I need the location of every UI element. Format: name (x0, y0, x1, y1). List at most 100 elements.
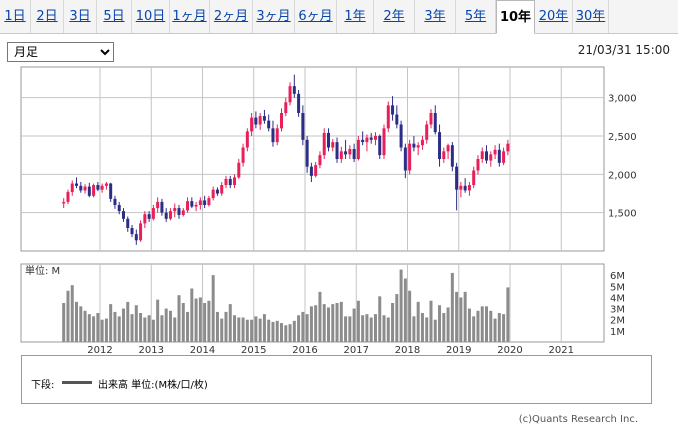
candle-body (164, 212, 168, 219)
volume-bar (151, 319, 155, 342)
volume-bar (62, 303, 66, 342)
volume-bar (442, 313, 446, 342)
tab-13[interactable]: 10年 (496, 0, 535, 34)
volume-bar (87, 314, 91, 342)
candle-body (429, 113, 433, 125)
tab-1[interactable]: 2日 (31, 0, 64, 33)
volume-bar (373, 314, 377, 342)
x-axis-year-label: 2018 (395, 345, 420, 355)
volume-bar (100, 319, 104, 342)
tab-6[interactable]: 2ヶ月 (210, 0, 253, 33)
volume-bar (109, 304, 113, 342)
tab-0[interactable]: 1日 (0, 0, 31, 33)
candle-body (211, 189, 215, 199)
candle-body (156, 201, 160, 209)
volume-bar (485, 306, 489, 342)
candle-body (386, 105, 390, 129)
tab-14[interactable]: 20年 (535, 0, 573, 33)
tab-7[interactable]: 3ヶ月 (253, 0, 295, 33)
price-y-tick-label: 2,000 (608, 170, 637, 181)
volume-bar (66, 290, 70, 342)
candle-body (373, 136, 377, 140)
candle-body (126, 218, 130, 228)
volume-bar (416, 301, 420, 342)
volume-bar (489, 310, 493, 342)
x-axis-year-label: 2013 (139, 345, 164, 355)
candle-body (147, 214, 151, 219)
candle-body (92, 185, 96, 196)
tab-5[interactable]: 1ヶ月 (170, 0, 210, 33)
candle-body (203, 200, 207, 205)
candle-body (207, 198, 211, 205)
volume-bar (322, 304, 326, 342)
volume-bar (450, 272, 454, 342)
candle-body (502, 151, 506, 163)
copyright-notice: (c)Quants Research Inc. (518, 414, 638, 425)
volume-bar (75, 301, 79, 342)
volume-bar (271, 321, 275, 342)
candle-body (476, 159, 480, 171)
volume-bar (369, 317, 373, 342)
volume-bar (288, 324, 292, 342)
candle-body (117, 205, 121, 212)
volume-bar (83, 310, 87, 342)
tab-10[interactable]: 2年 (374, 0, 415, 33)
tab-2[interactable]: 3日 (64, 0, 97, 33)
volume-bar (326, 307, 330, 342)
candle-body (198, 200, 202, 205)
volume-bar (386, 317, 390, 342)
volume-bar (147, 315, 151, 342)
candle-body (485, 151, 489, 161)
candle-body (254, 117, 258, 125)
volume-bar (301, 311, 305, 342)
volume-bar (476, 310, 480, 342)
volume-bar (168, 310, 172, 342)
volume-bar (245, 319, 249, 342)
volume-bar (262, 314, 266, 342)
volume-bar (309, 306, 313, 342)
volume-bar (194, 298, 198, 342)
tab-3[interactable]: 5日 (97, 0, 132, 33)
candle-body (322, 132, 326, 156)
candle-body (416, 145, 420, 148)
price-y-tick-label: 1,500 (608, 209, 637, 220)
tab-4[interactable]: 10日 (132, 0, 170, 33)
volume-bar (480, 306, 484, 342)
volume-bar (211, 275, 215, 342)
tab-12[interactable]: 5年 (456, 0, 496, 33)
candle-body (309, 166, 313, 176)
tab-11[interactable]: 3年 (415, 0, 456, 33)
candle-body (361, 139, 365, 143)
volume-bar (267, 319, 271, 342)
legend-prefix: 下段: (31, 380, 55, 391)
tab-8[interactable]: 6ヶ月 (295, 0, 337, 33)
candle-body (96, 185, 100, 190)
candle-body (215, 189, 219, 194)
volume-y-tick-label: 1M (610, 327, 625, 338)
candle-body (318, 155, 322, 166)
candle-body (339, 151, 343, 159)
interval-select[interactable]: 月足 (7, 42, 114, 62)
volume-bar (305, 314, 309, 342)
tab-9[interactable]: 1年 (337, 0, 374, 33)
x-axis-year-label: 2012 (87, 345, 112, 355)
volume-bar (139, 313, 143, 342)
volume-bar (297, 315, 301, 342)
candle-body (455, 166, 459, 190)
candle-body (382, 128, 386, 156)
candle-body (403, 147, 407, 171)
candle-body (497, 149, 501, 163)
volume-bar (408, 290, 412, 342)
price-panel-frame (20, 66, 605, 252)
candle-body (267, 120, 271, 129)
candle-body (233, 177, 237, 186)
volume-bar (318, 291, 322, 342)
tab-15[interactable]: 30年 (573, 0, 609, 33)
volume-bar (173, 317, 177, 342)
volume-bar (395, 294, 399, 342)
candle-body (258, 116, 262, 125)
volume-bar (344, 316, 348, 342)
candle-body (378, 136, 382, 156)
candle-body (113, 198, 117, 205)
candle-body (433, 113, 437, 133)
